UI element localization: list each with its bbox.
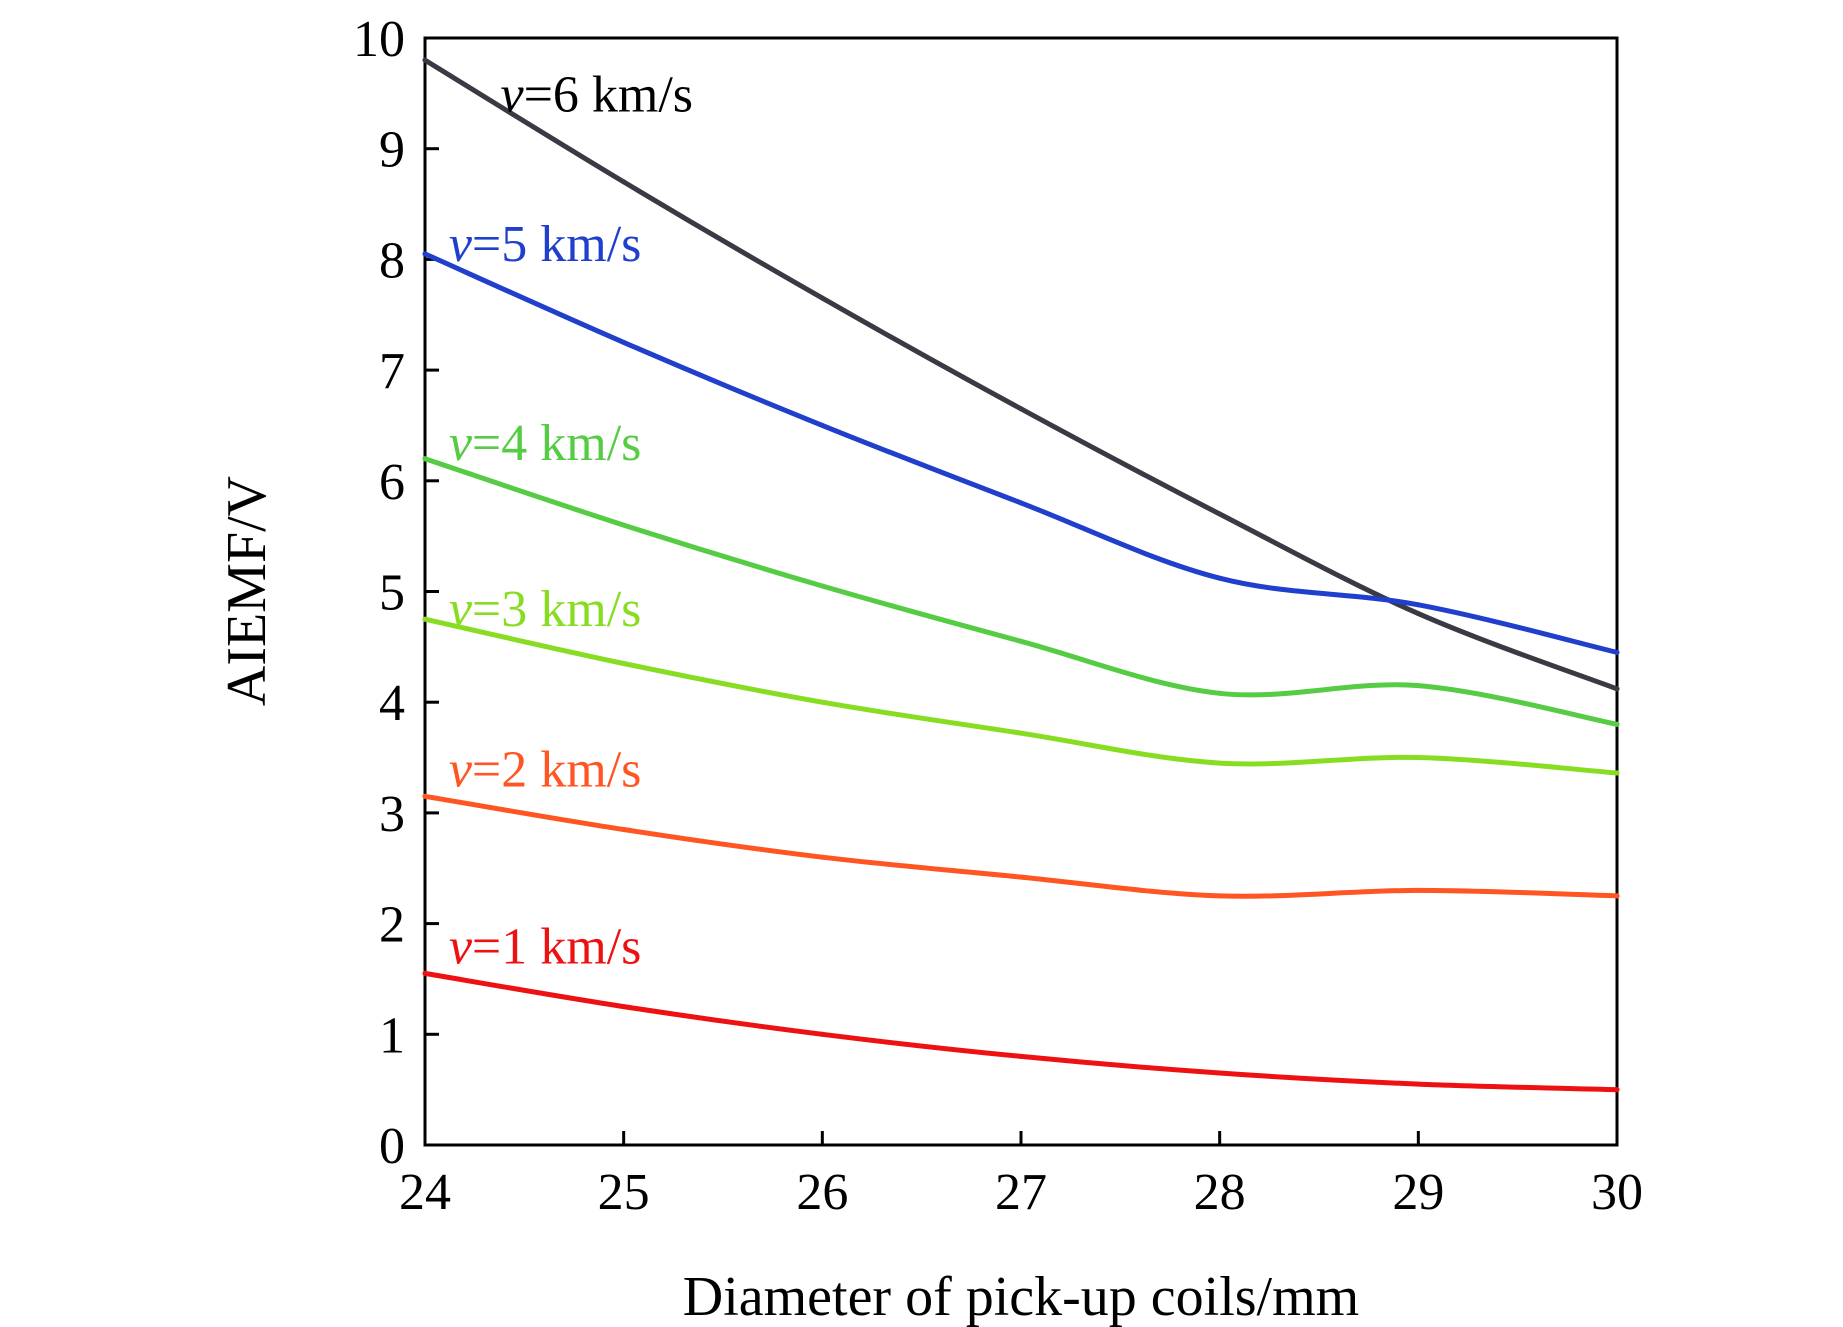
series-label-value: =2 km/s <box>472 742 641 799</box>
data-point <box>1217 511 1223 517</box>
series-lines <box>422 57 1620 1093</box>
y-tick-label: 3 <box>379 786 405 843</box>
data-point <box>422 616 428 622</box>
data-point <box>1217 575 1223 581</box>
data-point <box>1415 602 1421 608</box>
series-label-var: v <box>449 581 473 638</box>
series-label-var: v <box>449 919 473 976</box>
data-point <box>1217 893 1223 899</box>
data-point <box>1018 730 1024 736</box>
data-point <box>1018 1053 1024 1059</box>
series-label-v-2-km-s: v=2 km/s <box>449 742 642 799</box>
series-label-value: =3 km/s <box>472 581 641 638</box>
y-tick-label: 0 <box>379 1118 405 1175</box>
data-point <box>1018 500 1024 506</box>
x-tick-label: 29 <box>1392 1164 1444 1221</box>
series-line-v-2-km-s <box>422 793 1620 899</box>
data-point <box>819 699 825 705</box>
data-point <box>1614 721 1620 727</box>
data-point <box>1018 638 1024 644</box>
y-tick-label: 5 <box>379 565 405 622</box>
data-point <box>1614 686 1620 692</box>
y-tick-label: 4 <box>379 675 405 732</box>
x-tick-label: 25 <box>598 1164 650 1221</box>
y-tick-label: 10 <box>353 11 405 68</box>
series-label-var: v <box>449 742 473 799</box>
y-tick-label: 1 <box>379 1007 405 1064</box>
data-point <box>1217 1070 1223 1076</box>
data-point <box>1614 649 1620 655</box>
data-point <box>819 854 825 860</box>
data-point <box>1415 755 1421 760</box>
series-label-var: v <box>500 66 524 123</box>
series-label-v-6-km-s: v=6 km/s <box>500 66 693 123</box>
data-point <box>621 522 627 528</box>
series-label-v-4-km-s: v=4 km/s <box>449 415 642 472</box>
data-point <box>422 970 428 976</box>
series-label-value: =1 km/s <box>472 919 641 976</box>
data-point <box>1018 406 1024 412</box>
data-point <box>1614 770 1620 776</box>
y-tick-label: 2 <box>379 897 405 954</box>
x-axis-label: Diameter of pick-up coils/mm <box>683 1266 1359 1327</box>
y-tick-label: 7 <box>379 343 405 400</box>
y-axis-ticks: 0 1 2 3 4 5 6 7 8 9 10 <box>353 11 439 1175</box>
y-tick-label: 8 <box>379 232 405 289</box>
data-point <box>422 793 428 799</box>
series-label-value: =5 km/s <box>472 216 641 273</box>
data-point <box>621 179 627 185</box>
series-label-v-3-km-s: v=3 km/s <box>449 581 642 638</box>
data-point <box>1018 874 1024 880</box>
data-point <box>1614 1087 1620 1093</box>
series-label-value: =6 km/s <box>524 66 693 123</box>
series-label-v-1-km-s: v=1 km/s <box>449 919 642 976</box>
data-point <box>819 583 825 589</box>
y-tick-label: 6 <box>379 454 405 511</box>
x-tick-label: 30 <box>1591 1164 1643 1221</box>
data-point <box>621 661 627 666</box>
series-label-value: =4 km/s <box>472 415 641 472</box>
data-point <box>422 251 428 257</box>
x-axis-ticks: 24 25 26 27 28 29 30 <box>399 1131 1643 1221</box>
data-point <box>621 1004 627 1010</box>
y-axis-label: AIEMF/V <box>216 476 278 706</box>
series-labels: v=6 km/sv=5 km/sv=4 km/sv=3 km/sv=2 km/s… <box>449 66 693 975</box>
data-point <box>1415 1081 1421 1087</box>
data-point <box>1217 760 1223 766</box>
x-tick-label: 27 <box>995 1164 1047 1221</box>
x-tick-label: 24 <box>399 1164 451 1221</box>
x-tick-label: 28 <box>1194 1164 1246 1221</box>
data-point <box>819 422 825 428</box>
series-label-var: v <box>449 415 473 472</box>
data-point <box>1217 690 1223 696</box>
y-tick-label: 9 <box>379 122 405 179</box>
data-point <box>819 1031 825 1037</box>
data-point <box>422 456 428 462</box>
data-point <box>1614 893 1620 899</box>
data-point <box>422 57 428 63</box>
data-point <box>1415 683 1421 689</box>
data-point <box>621 827 627 832</box>
series-label-var: v <box>449 216 473 273</box>
series-line-v-1-km-s <box>422 970 1620 1093</box>
series-label-v-5-km-s: v=5 km/s <box>449 216 642 273</box>
data-point <box>1415 611 1421 617</box>
data-point <box>621 339 627 345</box>
data-point <box>1415 887 1421 893</box>
x-tick-label: 26 <box>796 1164 848 1221</box>
data-point <box>819 295 825 301</box>
